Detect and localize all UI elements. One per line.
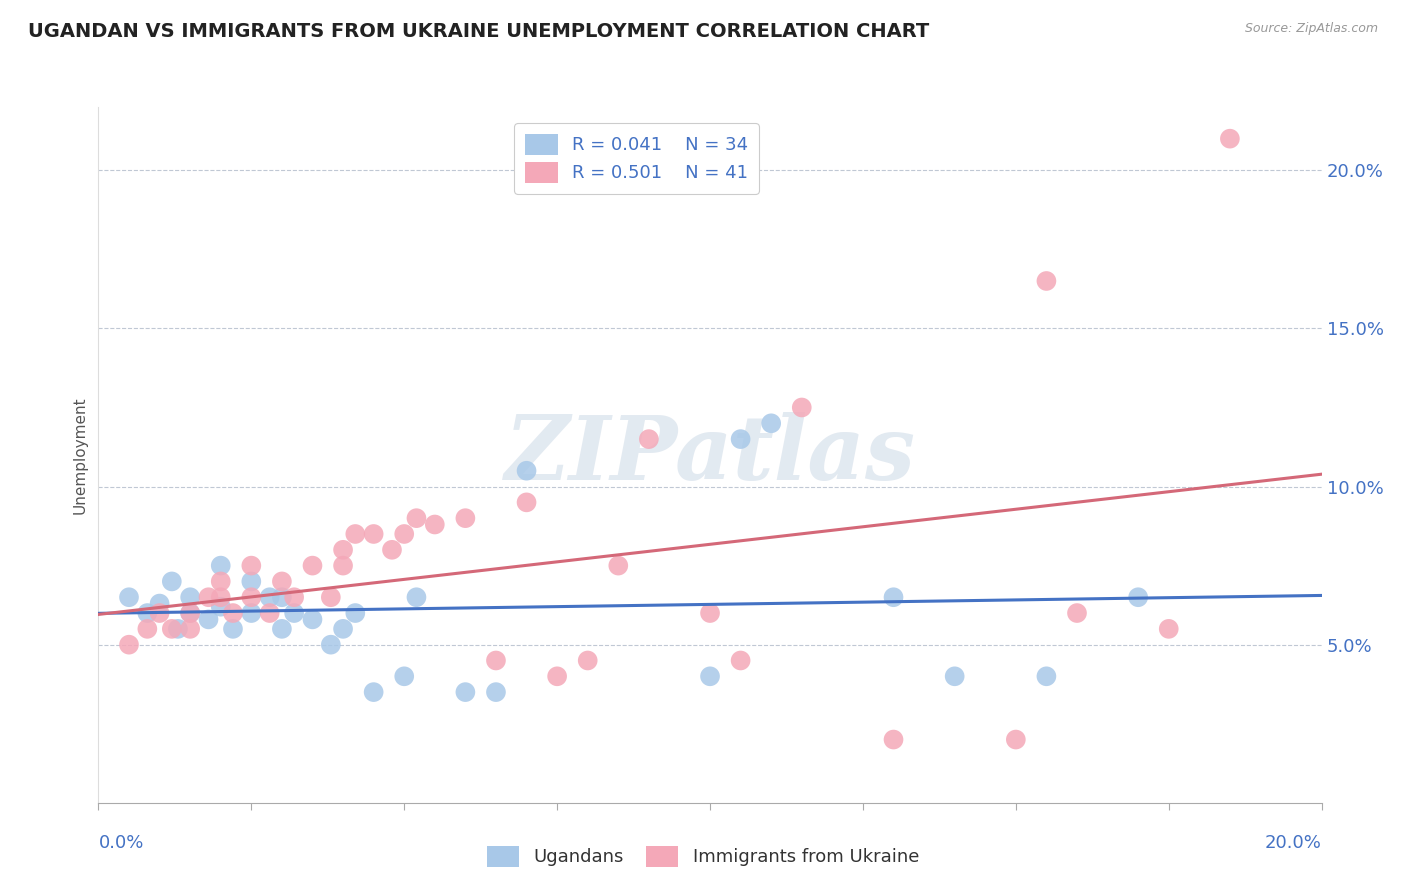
Point — [209, 591, 232, 605]
Point — [332, 622, 354, 636]
Point — [1035, 669, 1057, 683]
Point — [790, 401, 813, 415]
Point — [209, 558, 232, 573]
Point — [423, 517, 446, 532]
Point — [454, 685, 477, 699]
Point — [1066, 606, 1088, 620]
Point — [149, 606, 172, 620]
Point — [259, 606, 281, 620]
Point — [363, 685, 385, 699]
Point — [179, 622, 201, 636]
Point — [485, 685, 508, 699]
Point — [546, 669, 568, 683]
Point — [730, 432, 752, 446]
Point — [344, 527, 367, 541]
Point — [405, 591, 427, 605]
Point — [197, 612, 219, 626]
Point — [883, 591, 905, 605]
Point — [392, 527, 416, 541]
Point — [118, 591, 141, 605]
Point — [179, 591, 201, 605]
Point — [319, 591, 342, 605]
Point — [363, 527, 385, 541]
Point — [270, 574, 292, 589]
Point — [730, 653, 752, 667]
Text: ZIPatlas: ZIPatlas — [505, 412, 915, 498]
Point — [179, 606, 201, 620]
Point — [576, 653, 599, 667]
Point — [270, 591, 292, 605]
Point — [699, 606, 721, 620]
Point — [1157, 622, 1180, 636]
Point — [516, 464, 538, 478]
Point — [699, 669, 721, 683]
Point — [637, 432, 661, 446]
Point — [283, 591, 305, 605]
Point — [607, 558, 630, 573]
Point — [301, 612, 323, 626]
Point — [270, 622, 292, 636]
Point — [1219, 131, 1241, 145]
Point — [222, 622, 245, 636]
Point — [332, 558, 354, 573]
Point — [485, 653, 508, 667]
Point — [197, 591, 219, 605]
Point — [759, 417, 782, 431]
Point — [319, 638, 342, 652]
Point — [943, 669, 966, 683]
Point — [149, 597, 172, 611]
Point — [301, 558, 323, 573]
Point — [454, 511, 477, 525]
Point — [240, 574, 263, 589]
Point — [332, 542, 354, 557]
Point — [1035, 274, 1057, 288]
Point — [179, 606, 201, 620]
Point — [240, 558, 263, 573]
Point — [118, 638, 141, 652]
Point — [209, 599, 232, 614]
Point — [283, 606, 305, 620]
Point — [160, 622, 183, 636]
Point — [209, 574, 232, 589]
Text: 0.0%: 0.0% — [98, 834, 143, 852]
Point — [136, 622, 159, 636]
Point — [136, 606, 159, 620]
Text: Source: ZipAtlas.com: Source: ZipAtlas.com — [1244, 22, 1378, 36]
Point — [160, 574, 183, 589]
Point — [381, 542, 404, 557]
Point — [1128, 591, 1150, 605]
Y-axis label: Unemployment: Unemployment — [72, 396, 87, 514]
Point — [240, 591, 263, 605]
Legend: Ugandans, Immigrants from Ukraine: Ugandans, Immigrants from Ukraine — [479, 838, 927, 874]
Text: UGANDAN VS IMMIGRANTS FROM UKRAINE UNEMPLOYMENT CORRELATION CHART: UGANDAN VS IMMIGRANTS FROM UKRAINE UNEMP… — [28, 22, 929, 41]
Text: 20.0%: 20.0% — [1265, 834, 1322, 852]
Point — [222, 606, 245, 620]
Point — [240, 606, 263, 620]
Point — [516, 495, 538, 509]
Point — [167, 622, 190, 636]
Point — [259, 591, 281, 605]
Point — [405, 511, 427, 525]
Point — [883, 732, 905, 747]
Point — [1004, 732, 1026, 747]
Legend: R = 0.041    N = 34, R = 0.501    N = 41: R = 0.041 N = 34, R = 0.501 N = 41 — [515, 123, 759, 194]
Point — [392, 669, 416, 683]
Point — [344, 606, 367, 620]
